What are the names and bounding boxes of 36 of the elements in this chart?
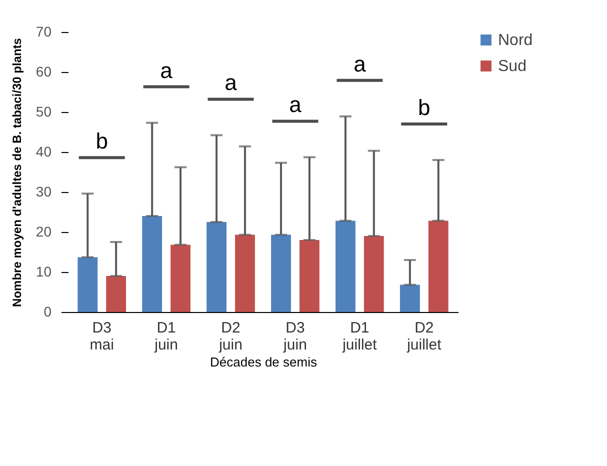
x-tick-label: D3 juin (282, 320, 307, 354)
x-tick-label: D1 juillet (342, 320, 378, 354)
x-tick-label: D2 juin (218, 320, 242, 354)
y-tick-label: 70 (36, 24, 52, 40)
x-tick-label: D1 juin (154, 320, 178, 354)
legend-label: Nord (498, 32, 533, 49)
legend-label: Sud (498, 58, 526, 75)
y-tick-label: 60 (36, 64, 52, 80)
annotation: b (418, 95, 430, 120)
bar (428, 220, 448, 312)
annotation: b (96, 128, 108, 154)
annotation: a (160, 58, 174, 83)
bar (299, 240, 320, 312)
annotation: a (354, 51, 367, 76)
y-tick-label: 20 (36, 224, 52, 240)
bar (271, 234, 291, 312)
bar (400, 284, 420, 312)
annotation: a (289, 92, 302, 118)
x-tick-label: D3 mai (90, 320, 114, 354)
bar (78, 257, 98, 312)
y-tick-label: 0 (44, 304, 52, 320)
annotation: a (224, 70, 238, 96)
y-tick-label: 30 (36, 184, 52, 200)
y-tick-label: 40 (36, 144, 52, 160)
y-axis-title: Nombre moyen d'adultes de B. tabaci/30 plants (10, 38, 24, 307)
bar (170, 244, 190, 312)
bar (336, 220, 356, 312)
y-tick-label: 10 (36, 264, 52, 280)
bar (364, 236, 384, 312)
bar (206, 222, 227, 312)
bar (235, 234, 255, 312)
bar (106, 276, 126, 312)
y-tick-label: 50 (36, 104, 52, 120)
x-axis-title: Décades de semis (210, 354, 318, 370)
bar (142, 216, 162, 312)
x-tick-label: D2 juillet (406, 320, 442, 354)
